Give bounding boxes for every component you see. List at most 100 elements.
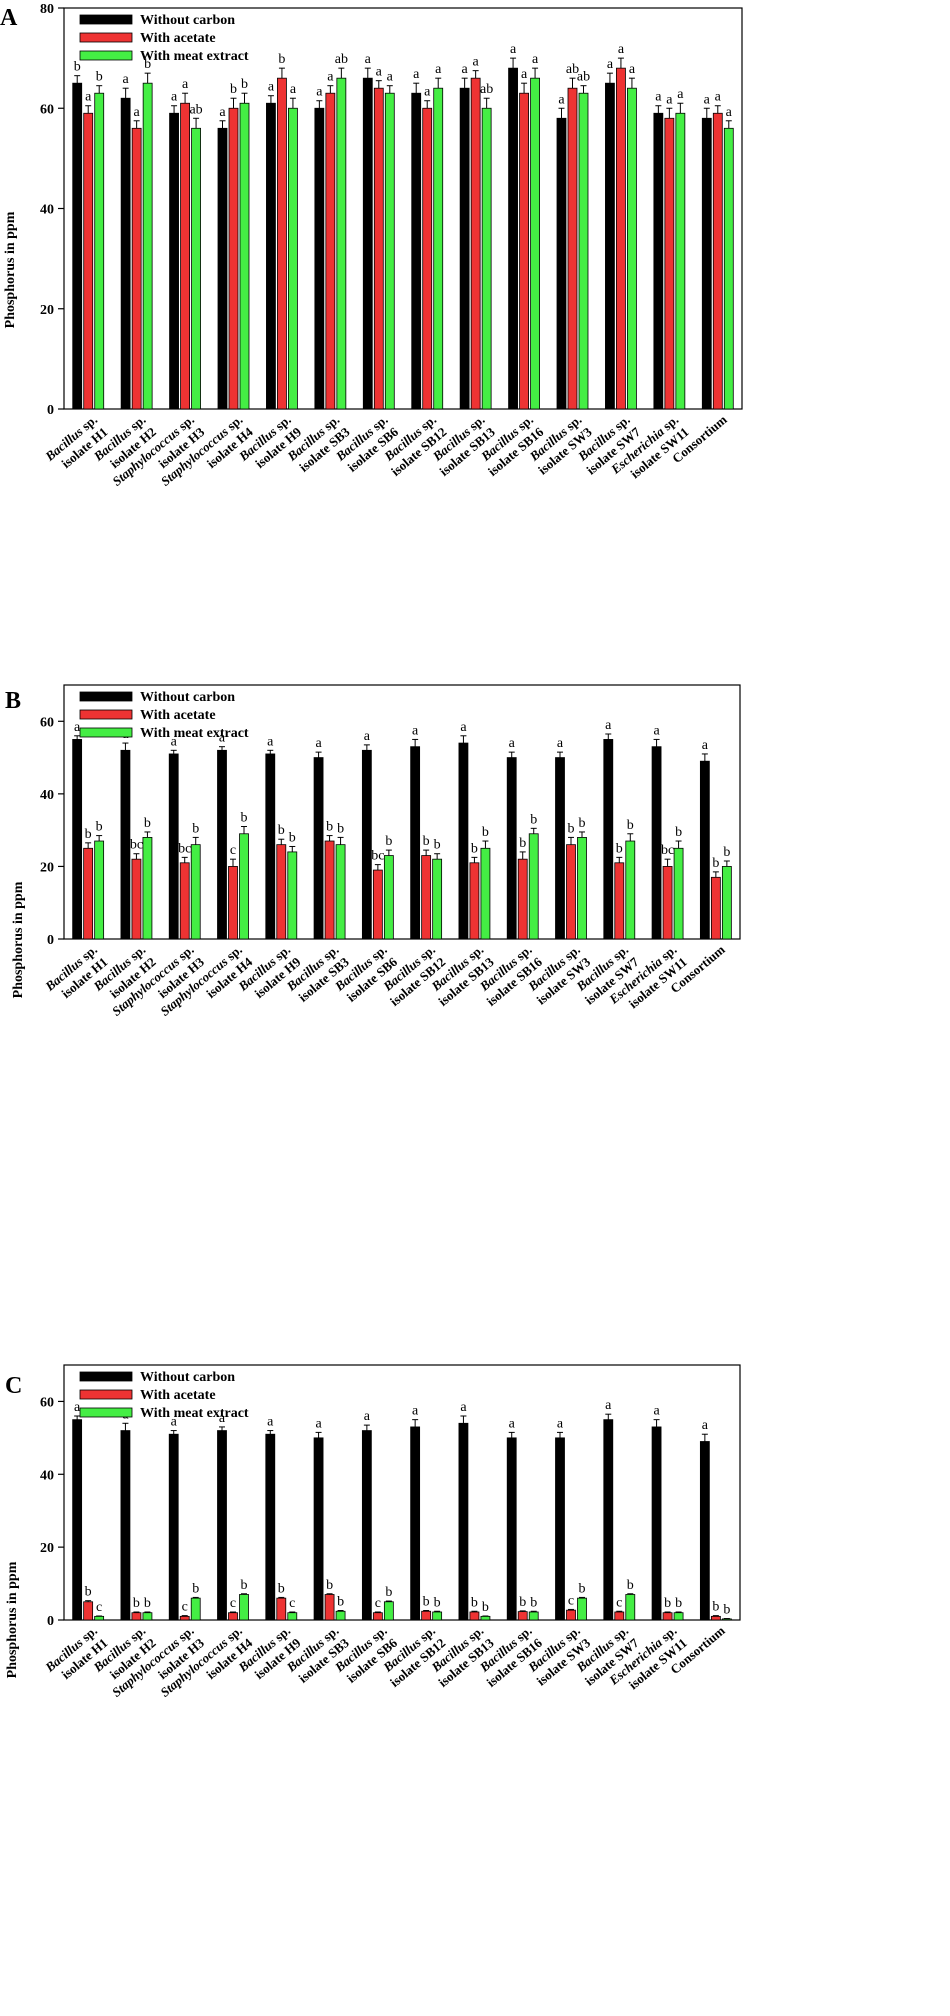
y-tick-label: 60	[40, 1395, 54, 1410]
significance-letter: a	[376, 65, 383, 80]
significance-letter: a	[171, 1415, 178, 1430]
bar	[712, 112, 723, 410]
bar	[566, 844, 576, 940]
significance-letter: a	[365, 52, 372, 67]
significance-letter: a	[182, 77, 189, 92]
bar	[673, 847, 684, 940]
significance-letter: a	[726, 105, 733, 120]
significance-letter: a	[268, 80, 275, 95]
plot-frame	[63, 7, 743, 410]
significance-letter: a	[509, 1416, 516, 1431]
bar	[699, 760, 710, 940]
bar	[228, 107, 239, 410]
significance-letter: b	[434, 838, 441, 853]
bar	[459, 87, 470, 410]
significance-letter: b	[423, 1595, 430, 1610]
bar	[142, 837, 153, 940]
bar	[577, 1597, 587, 1621]
significance-letter: b	[579, 1581, 586, 1596]
significance-letter: a	[607, 57, 614, 72]
significance-letter: b	[385, 834, 392, 849]
bar	[664, 117, 675, 410]
significance-letter: a	[364, 1409, 371, 1424]
significance-letter: a	[134, 105, 141, 120]
significance-letter: a	[618, 42, 625, 57]
bar	[94, 92, 105, 410]
legend-swatch	[79, 14, 133, 25]
bar	[190, 844, 201, 940]
bar	[508, 67, 518, 410]
bar	[506, 757, 517, 940]
bar	[506, 1437, 517, 1621]
y-tick-label: 0	[47, 1614, 54, 1629]
significance-letter: b	[530, 812, 537, 827]
bar	[662, 866, 673, 940]
bar	[469, 862, 480, 940]
bar	[142, 1612, 153, 1621]
bar	[217, 127, 228, 410]
significance-letter: b	[85, 827, 92, 842]
legend-label: Without carbon	[140, 1370, 235, 1385]
significance-letter: a	[387, 70, 394, 85]
significance-letter: b	[519, 836, 526, 851]
bar	[614, 862, 625, 940]
significance-letter: b	[385, 1585, 392, 1600]
bar	[721, 866, 732, 940]
bar	[313, 757, 324, 940]
significance-letter: b	[144, 1596, 151, 1611]
bar	[605, 82, 615, 410]
bar	[336, 77, 347, 410]
bar	[120, 97, 131, 410]
significance-letter: b	[423, 834, 430, 849]
significance-letter: a	[435, 62, 442, 77]
significance-letter: b	[74, 60, 81, 75]
y-tick-label: 0	[47, 933, 54, 948]
y-tick-label: 80	[40, 2, 54, 17]
bar	[277, 77, 287, 410]
significance-letter: a	[327, 70, 334, 85]
significance-letter: b	[85, 1585, 92, 1600]
significance-letter: b	[230, 82, 237, 97]
bar	[662, 1612, 673, 1621]
bar	[411, 92, 422, 410]
legend-label: With acetate	[140, 1388, 216, 1403]
significance-letter: a	[557, 736, 564, 751]
bar	[120, 1430, 131, 1621]
significance-letter: a	[123, 72, 130, 87]
significance-letter: c	[230, 1596, 236, 1611]
bar	[699, 1441, 710, 1621]
significance-letter: b	[664, 1596, 671, 1611]
bar	[287, 851, 298, 940]
significance-letter: c	[96, 1600, 102, 1615]
significance-letter: b	[712, 1600, 719, 1615]
bar	[480, 1615, 491, 1621]
bar	[616, 67, 626, 410]
bar	[675, 112, 686, 410]
significance-letter: b	[96, 70, 103, 85]
y-tick-label: 60	[40, 715, 54, 730]
bar	[577, 837, 587, 940]
significance-letter: b	[278, 823, 285, 838]
significance-letter: a	[460, 720, 467, 735]
bar	[217, 1430, 227, 1621]
significance-letter: b	[326, 1578, 333, 1593]
significance-letter: a	[653, 723, 660, 738]
bar	[276, 844, 287, 940]
panel-letter: B	[5, 688, 21, 714]
bar	[603, 1419, 614, 1621]
significance-letter: b	[278, 52, 285, 67]
significance-letter: b	[568, 821, 575, 836]
legend-label: Without carbon	[140, 13, 235, 28]
panel-c: C Phosphorus in ppm 0 20 40 60 a a a a a a a a a a a a a…	[5, 1364, 741, 1700]
bar	[228, 866, 238, 940]
significance-letter: b	[530, 1595, 537, 1610]
significance-letter: a	[460, 1400, 467, 1415]
significance-letter: b	[482, 825, 489, 840]
significance-letter: ab	[480, 82, 493, 97]
bar	[83, 1601, 94, 1621]
significance-letter: a	[605, 718, 612, 733]
bar	[433, 87, 444, 410]
significance-letter: b	[144, 57, 151, 72]
bar	[480, 847, 491, 940]
